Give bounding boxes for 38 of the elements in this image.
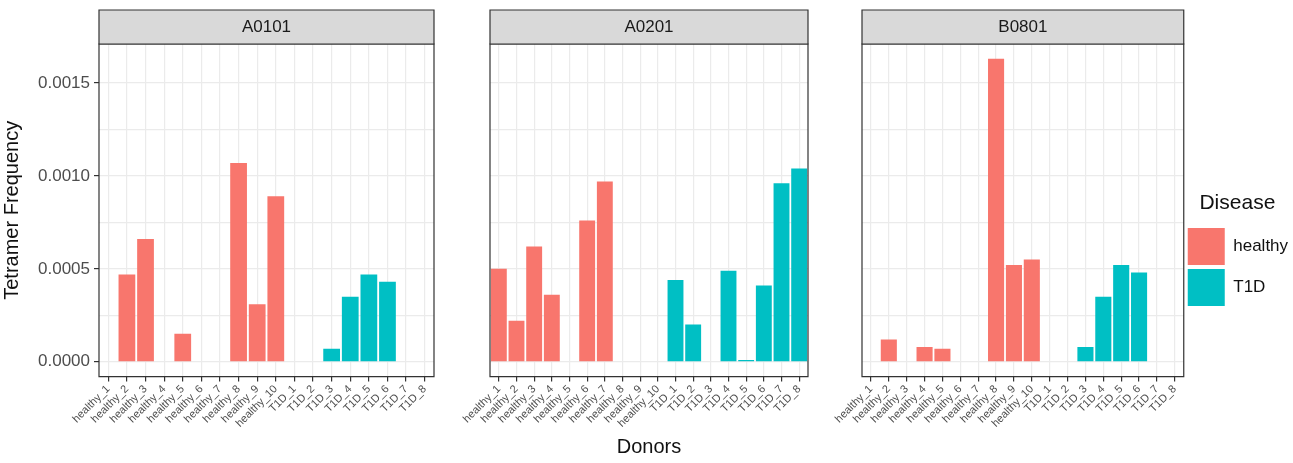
bar bbox=[720, 270, 737, 362]
bar bbox=[791, 168, 808, 362]
bar bbox=[988, 58, 1005, 362]
bar bbox=[1131, 272, 1148, 362]
bar bbox=[773, 183, 790, 362]
bar bbox=[323, 348, 341, 362]
chart-title: A0201 bbox=[624, 16, 674, 36]
legend-label: T1D bbox=[1233, 277, 1266, 297]
bar bbox=[543, 294, 560, 362]
y-tick-label: 0.0010 bbox=[38, 165, 90, 185]
bar bbox=[1095, 296, 1112, 362]
bar bbox=[1113, 265, 1130, 362]
chart-title: A0101 bbox=[241, 16, 292, 36]
bar bbox=[508, 320, 525, 362]
bar bbox=[667, 279, 684, 362]
bar bbox=[1077, 346, 1094, 362]
y-tick-label: 0.0000 bbox=[38, 351, 90, 371]
bar bbox=[137, 239, 154, 362]
bar bbox=[1005, 265, 1022, 362]
y-tick-label: 0.0005 bbox=[38, 258, 90, 278]
x-axis-title: Donors bbox=[616, 434, 682, 457]
y-tick-label: 0.0015 bbox=[38, 72, 90, 92]
bar bbox=[490, 268, 507, 362]
bar bbox=[596, 181, 613, 362]
legend-title: Disease bbox=[1199, 190, 1276, 214]
legend-label: healthy bbox=[1233, 236, 1289, 256]
bar bbox=[685, 324, 702, 362]
bar bbox=[118, 274, 136, 362]
bar bbox=[230, 162, 247, 362]
bar bbox=[174, 333, 192, 362]
bar bbox=[526, 246, 543, 362]
chart-title: B0801 bbox=[998, 16, 1048, 36]
bar bbox=[579, 220, 596, 362]
bar bbox=[755, 285, 772, 362]
bar bbox=[1023, 259, 1040, 362]
bar bbox=[379, 281, 396, 362]
bar bbox=[880, 339, 897, 362]
y-axis-title: Tetramer Frequency bbox=[0, 120, 22, 300]
